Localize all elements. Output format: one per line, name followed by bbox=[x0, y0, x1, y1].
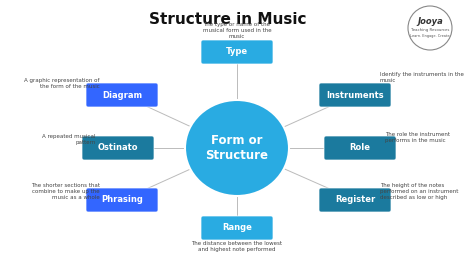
Text: Register: Register bbox=[335, 195, 375, 205]
FancyBboxPatch shape bbox=[201, 40, 273, 64]
Text: The role the instrument
performs in the music: The role the instrument performs in the … bbox=[385, 132, 450, 143]
Text: Type: Type bbox=[226, 48, 248, 57]
Text: The height of the notes
performed on an instrument
described as low or high: The height of the notes performed on an … bbox=[380, 183, 458, 201]
FancyBboxPatch shape bbox=[201, 216, 273, 240]
Text: Role: Role bbox=[349, 143, 371, 152]
Text: Diagram: Diagram bbox=[102, 91, 142, 100]
FancyBboxPatch shape bbox=[319, 83, 391, 107]
FancyBboxPatch shape bbox=[86, 83, 158, 107]
Circle shape bbox=[408, 6, 452, 50]
Text: Structure in Music: Structure in Music bbox=[149, 12, 306, 27]
Text: Range: Range bbox=[222, 223, 252, 233]
Text: Identify the instruments in the
music: Identify the instruments in the music bbox=[380, 72, 464, 83]
Ellipse shape bbox=[185, 100, 289, 196]
Text: A graphic representation of
the form of the music: A graphic representation of the form of … bbox=[25, 78, 100, 89]
Text: A repeated musical
pattern: A repeated musical pattern bbox=[43, 134, 96, 145]
Text: Form or
Structure: Form or Structure bbox=[206, 134, 268, 162]
FancyBboxPatch shape bbox=[86, 188, 158, 212]
Text: The distance between the lowest
and highest note performed: The distance between the lowest and high… bbox=[191, 241, 283, 252]
Text: The type or name of the
musical form used in the
music: The type or name of the musical form use… bbox=[203, 22, 271, 40]
Text: Learn. Engage. Create.: Learn. Engage. Create. bbox=[410, 34, 450, 38]
Text: The shorter sections that
combine to make up the
music as a whole: The shorter sections that combine to mak… bbox=[31, 183, 100, 201]
Text: Teaching Resources: Teaching Resources bbox=[411, 28, 449, 32]
FancyBboxPatch shape bbox=[324, 136, 396, 160]
Text: Phrasing: Phrasing bbox=[101, 195, 143, 205]
Text: Jooya: Jooya bbox=[417, 18, 443, 26]
FancyBboxPatch shape bbox=[82, 136, 154, 160]
Text: Ostinato: Ostinato bbox=[98, 143, 138, 152]
FancyBboxPatch shape bbox=[319, 188, 391, 212]
Text: Instruments: Instruments bbox=[326, 91, 384, 100]
